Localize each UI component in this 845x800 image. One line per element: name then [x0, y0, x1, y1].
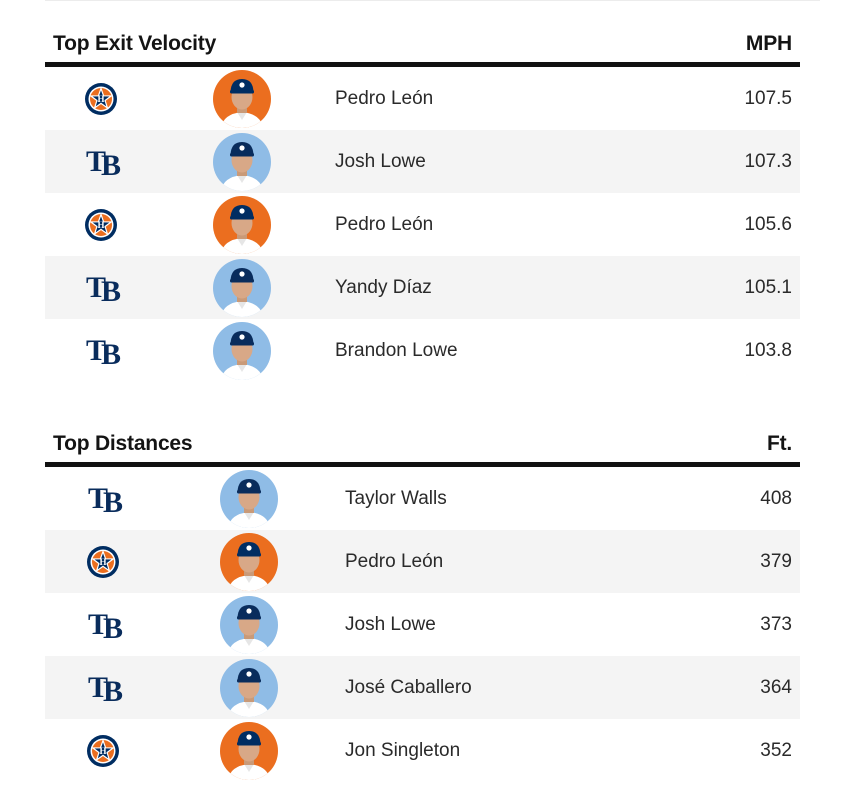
player-name[interactable]: Josh Lowe	[335, 150, 426, 172]
rays-logo-icon: TB	[85, 607, 123, 645]
rays-logo-text: TB	[87, 670, 123, 708]
section-header: Top Exit Velocity MPH	[45, 28, 800, 62]
astros-logo-icon: H	[83, 81, 119, 117]
stat-value: 408	[760, 487, 792, 509]
rays-logo-icon: TB	[83, 270, 121, 308]
table-row[interactable]: TB José Caballero 364	[45, 656, 800, 719]
distance-section: Top Distances Ft. TB Taylor Walls 408 H Pedr…	[45, 428, 800, 782]
player-name[interactable]: Yandy Díaz	[335, 276, 432, 298]
stat-value: 105.6	[744, 213, 792, 235]
stat-value: 364	[760, 676, 792, 698]
table-row[interactable]: TB Taylor Walls 408	[45, 467, 800, 530]
stat-value: 373	[760, 613, 792, 635]
player-name[interactable]: Pedro León	[345, 550, 444, 572]
rays-logo-text: TB	[85, 333, 121, 371]
rays-logo-text: TB	[87, 607, 123, 645]
player-headshot	[213, 132, 271, 191]
astros-logo-icon: H	[83, 207, 119, 243]
section-unit-label: MPH	[745, 32, 792, 55]
section-title: Top Distances	[53, 432, 193, 455]
player-headshot	[213, 69, 271, 128]
player-headshot	[220, 532, 278, 591]
player-headshot	[220, 658, 278, 717]
player-headshot	[220, 721, 278, 780]
table-row[interactable]: TB Josh Lowe 373	[45, 593, 800, 656]
player-headshot	[220, 595, 278, 654]
player-headshot	[220, 469, 278, 528]
section-rule	[45, 62, 800, 67]
player-name[interactable]: José Caballero	[345, 676, 472, 698]
player-headshot	[213, 195, 271, 254]
table-row[interactable]: TB Yandy Díaz 105.1	[45, 256, 800, 319]
rays-logo-text: TB	[85, 144, 121, 182]
svg-text:H: H	[99, 557, 106, 567]
player-headshot	[213, 321, 271, 380]
player-headshot	[213, 258, 271, 317]
table-row[interactable]: TB Josh Lowe 107.3	[45, 130, 800, 193]
stat-value: 352	[760, 739, 792, 761]
stat-value: 379	[760, 550, 792, 572]
player-name[interactable]: Pedro León	[335, 87, 434, 109]
section-title: Top Exit Velocity	[53, 32, 217, 55]
table-row[interactable]: H Pedro León 107.5	[45, 67, 800, 130]
svg-text:H: H	[99, 746, 106, 756]
rays-logo-text: TB	[87, 481, 123, 519]
rays-logo-icon: TB	[85, 670, 123, 708]
stat-value: 107.3	[744, 150, 792, 172]
astros-logo-icon: H	[85, 544, 121, 580]
top-divider	[45, 0, 820, 1]
stat-value: 107.5	[744, 87, 792, 109]
player-name[interactable]: Jon Singleton	[345, 739, 461, 761]
section-unit-label: Ft.	[766, 432, 792, 455]
player-name[interactable]: Taylor Walls	[345, 487, 447, 509]
exit-velocity-section: Top Exit Velocity MPH H Pedro León 107.5 TB…	[45, 28, 800, 382]
table-row[interactable]: H Pedro León 379	[45, 530, 800, 593]
player-name[interactable]: Brandon Lowe	[335, 339, 458, 361]
rays-logo-icon: TB	[83, 333, 121, 371]
table-row[interactable]: H Jon Singleton 352	[45, 719, 800, 782]
section-header: Top Distances Ft.	[45, 428, 800, 462]
svg-text:H: H	[97, 94, 104, 104]
rays-logo-icon: TB	[85, 481, 123, 519]
svg-text:H: H	[97, 220, 104, 230]
leaderboard-rows: TB Taylor Walls 408 H Pedro León 379 TB Josh Lo…	[45, 467, 800, 782]
leaderboard-rows: H Pedro León 107.5 TB Josh Lowe 107.3 H Pedro L…	[45, 67, 800, 382]
stat-value: 103.8	[744, 339, 792, 361]
table-row[interactable]: TB Brandon Lowe 103.8	[45, 319, 800, 382]
table-row[interactable]: H Pedro León 105.6	[45, 193, 800, 256]
player-name[interactable]: Pedro León	[335, 213, 434, 235]
rays-logo-text: TB	[85, 270, 121, 308]
astros-logo-icon: H	[85, 733, 121, 769]
rays-logo-icon: TB	[83, 144, 121, 182]
section-rule	[45, 462, 800, 467]
stat-value: 105.1	[744, 276, 792, 298]
player-name[interactable]: Josh Lowe	[345, 613, 436, 635]
